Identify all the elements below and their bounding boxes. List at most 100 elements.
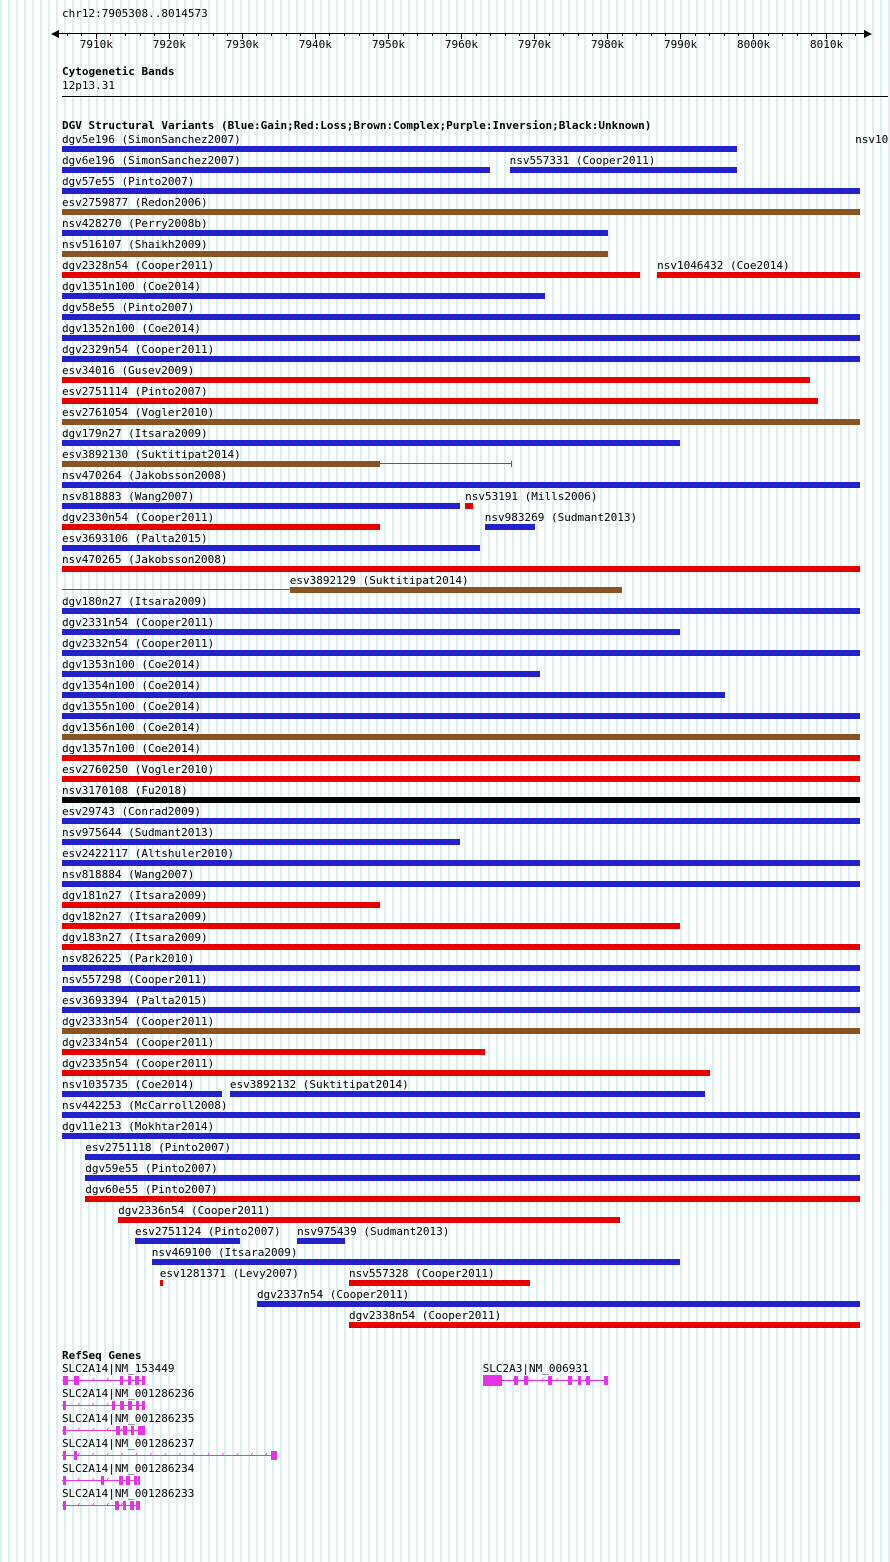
gene-exon[interactable]: [137, 1476, 141, 1485]
variant-bar[interactable]: [61, 482, 861, 488]
gene-exon[interactable]: [577, 1376, 582, 1385]
gene-exon[interactable]: [270, 1451, 278, 1460]
gene-exon[interactable]: [100, 1476, 105, 1485]
gene-exon[interactable]: [115, 1501, 119, 1510]
gene-exon[interactable]: [119, 1376, 124, 1385]
variant-bar[interactable]: [61, 1028, 861, 1034]
variant-label[interactable]: dgv2328n54 (Cooper2011): [61, 259, 215, 272]
variant-label[interactable]: esv3892129 (Suktitipat2014): [289, 574, 469, 587]
gene-exon[interactable]: [115, 1426, 120, 1435]
variant-label[interactable]: dgv182n27 (Itsara2009): [61, 910, 208, 923]
variant-label[interactable]: dgv2333n54 (Cooper2011): [61, 1015, 215, 1028]
variant-bar[interactable]: [484, 524, 536, 530]
variant-bar[interactable]: [61, 860, 861, 866]
variant-label[interactable]: dgv2331n54 (Cooper2011): [61, 616, 215, 629]
gene-label[interactable]: SLC2A14|NM_001286234: [61, 1462, 195, 1475]
variant-label[interactable]: dgv2330n54 (Cooper2011): [61, 511, 215, 524]
gene-exon[interactable]: [62, 1426, 67, 1435]
gene-exon[interactable]: [135, 1401, 140, 1410]
variant-bar[interactable]: [61, 734, 861, 740]
gene-label[interactable]: SLC2A14|NM_153449: [61, 1362, 175, 1375]
variant-bar[interactable]: [256, 1301, 861, 1307]
variant-label[interactable]: dgv6e196 (SimonSanchez2007): [61, 154, 241, 167]
variant-bar[interactable]: [61, 818, 861, 824]
variant-label[interactable]: dgv57e55 (Pinto2007): [61, 175, 195, 188]
variant-label[interactable]: esv29743 (Conrad2009): [61, 805, 202, 818]
variant-bar[interactable]: [61, 524, 381, 530]
variant-label[interactable]: nsv428270 (Perry2008b): [61, 217, 208, 230]
variant-bar[interactable]: [61, 356, 861, 362]
variant-bar[interactable]: [61, 419, 861, 425]
gene-label[interactable]: SLC2A14|NM_001286236: [61, 1387, 195, 1400]
variant-bar[interactable]: [289, 587, 623, 593]
gene-exon[interactable]: [136, 1501, 141, 1510]
variant-label[interactable]: nsv818884 (Wang2007): [61, 868, 195, 881]
gene-exon[interactable]: [127, 1376, 132, 1385]
variant-label[interactable]: esv2422117 (Altshuler2010): [61, 847, 235, 860]
variant-label[interactable]: nsv3170108 (Fu2018): [61, 784, 188, 797]
variant-bar[interactable]: [61, 839, 460, 845]
variant-label[interactable]: esv2751114 (Pinto2007): [61, 385, 208, 398]
variant-label[interactable]: dgv59e55 (Pinto2007): [85, 1162, 218, 1175]
gene-exon[interactable]: [134, 1376, 139, 1385]
variant-label[interactable]: dgv1356n100 (Coe2014): [61, 721, 202, 734]
variant-label[interactable]: dgv183n27 (Itsara2009): [61, 931, 208, 944]
variant-bar[interactable]: [61, 965, 861, 971]
gene-exon[interactable]: [111, 1401, 116, 1410]
variant-label[interactable]: nsv983269 (Sudmant2013): [484, 511, 638, 524]
variant-bar[interactable]: [61, 923, 680, 929]
variant-label[interactable]: esv2751118 (Pinto2007): [85, 1141, 231, 1154]
variant-bar[interactable]: [61, 188, 861, 194]
variant-bar[interactable]: [61, 251, 609, 257]
variant-bar[interactable]: [61, 272, 640, 278]
gene-exon[interactable]: [123, 1426, 127, 1435]
variant-bar[interactable]: [134, 1238, 241, 1244]
variant-bar[interactable]: [61, 1091, 222, 1097]
gene-exon[interactable]: [141, 1401, 146, 1410]
variant-bar[interactable]: [61, 1070, 710, 1076]
variant-label[interactable]: nsv818883 (Wang2007): [61, 490, 195, 503]
variant-label[interactable]: esv3693106 (Palta2015): [61, 532, 208, 545]
variant-label[interactable]: dgv1353n100 (Coe2014): [61, 658, 202, 671]
gene-exon[interactable]: [128, 1401, 133, 1410]
variant-bar[interactable]: [61, 650, 861, 656]
variant-label[interactable]: esv1281371 (Levy2007): [159, 1267, 299, 1280]
variant-bar[interactable]: [61, 566, 861, 572]
gene-exon[interactable]: [514, 1376, 518, 1385]
variant-label[interactable]: esv2759877 (Redon2006): [61, 196, 208, 209]
gene-label[interactable]: SLC2A3|NM_006931: [482, 1362, 589, 1375]
variant-label[interactable]: nsv1046432 (Coe2014): [657, 259, 790, 272]
variant-bar[interactable]: [151, 1259, 680, 1265]
variant-bar[interactable]: [509, 167, 737, 173]
gene-exon[interactable]: [122, 1501, 127, 1510]
variant-bar[interactable]: [61, 797, 861, 803]
variant-bar[interactable]: [61, 377, 810, 383]
variant-bar[interactable]: [61, 503, 460, 509]
variant-bar[interactable]: [297, 1238, 346, 1244]
gene-label[interactable]: SLC2A14|NM_001286237: [61, 1437, 195, 1450]
variant-bar[interactable]: [348, 1280, 531, 1286]
variant-label[interactable]: dgv58e55 (Pinto2007): [61, 301, 195, 314]
gene-exon[interactable]: [141, 1376, 146, 1385]
gene-label[interactable]: SLC2A14|NM_001286235: [61, 1412, 195, 1425]
gene-exon[interactable]: [73, 1451, 78, 1460]
variant-bar[interactable]: [61, 167, 490, 173]
gene-exon[interactable]: [133, 1476, 138, 1485]
variant-bar[interactable]: [61, 1049, 485, 1055]
variant-label[interactable]: dgv1354n100 (Coe2014): [61, 679, 202, 692]
variant-bar[interactable]: [61, 314, 861, 320]
gene-exon[interactable]: [62, 1501, 67, 1510]
variant-bar[interactable]: [61, 209, 861, 215]
variant-bar[interactable]: [61, 881, 861, 887]
variant-bar[interactable]: [61, 1112, 861, 1118]
variant-label[interactable]: dgv1357n100 (Coe2014): [61, 742, 202, 755]
variant-label[interactable]: nsv442253 (McCarroll2008): [61, 1099, 228, 1112]
variant-label[interactable]: nsv557298 (Cooper2011): [61, 973, 208, 986]
variant-bar[interactable]: [61, 713, 861, 719]
variant-bar[interactable]: [61, 1133, 861, 1139]
variant-label[interactable]: nsv557328 (Cooper2011): [348, 1267, 495, 1280]
variant-label[interactable]: dgv181n27 (Itsara2009): [61, 889, 208, 902]
variant-label[interactable]: dgv1352n100 (Coe2014): [61, 322, 202, 335]
variant-bar[interactable]: [61, 545, 480, 551]
variant-bar[interactable]: [61, 398, 818, 404]
